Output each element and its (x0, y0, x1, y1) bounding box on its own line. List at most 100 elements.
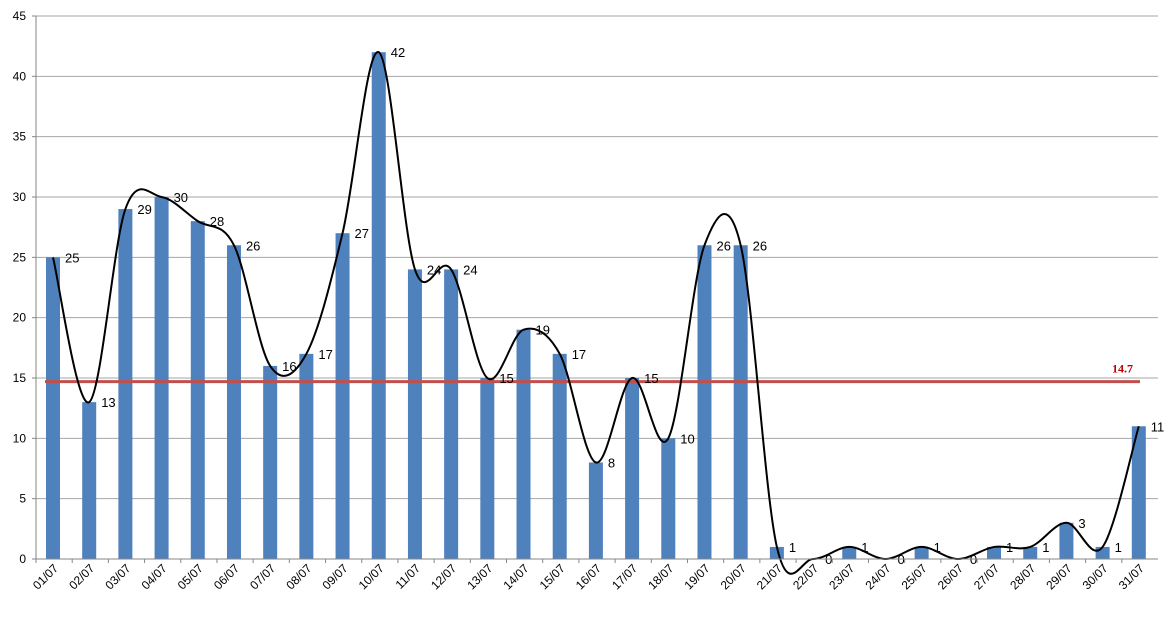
x-tick-label: 31/07 (1116, 561, 1147, 592)
bar (987, 546, 1002, 559)
bar (914, 546, 929, 559)
data-label: 29 (137, 202, 151, 217)
x-tick-label: 22/07 (790, 561, 821, 592)
y-tick-label: 35 (13, 130, 27, 144)
bar (480, 378, 495, 559)
x-tick-label: 09/07 (320, 561, 351, 592)
bar (842, 546, 857, 559)
data-label: 1 (1042, 540, 1049, 555)
x-tick-label: 13/07 (464, 561, 495, 592)
data-label: 1 (1006, 540, 1013, 555)
x-axis-ticks: 01/07 02/07 03/07 04/07 05/07 06/07 07/07 08/07… (30, 559, 1147, 592)
data-label: 1 (934, 540, 941, 555)
x-tick-label: 07/07 (247, 561, 278, 592)
data-label: 1 (861, 540, 868, 555)
data-label: 26 (753, 238, 767, 253)
x-tick-label: 20/07 (718, 561, 749, 592)
data-label: 17 (318, 347, 332, 362)
bar (226, 245, 241, 559)
y-tick-label: 40 (13, 69, 27, 83)
bar (444, 269, 459, 559)
gridlines (36, 15, 1158, 500)
y-tick-label: 45 (13, 9, 27, 23)
data-label: 30 (174, 190, 188, 205)
bar (299, 353, 314, 559)
y-tick-label: 30 (13, 190, 27, 204)
x-tick-label: 19/07 (681, 561, 712, 592)
x-tick-label: 11/07 (393, 561, 424, 592)
bar (82, 402, 97, 559)
bar (407, 269, 422, 559)
y-tick-label: 0 (19, 552, 26, 566)
x-tick-label: 18/07 (645, 561, 676, 592)
x-tick-label: 16/07 (573, 561, 604, 592)
x-tick-label: 06/07 (211, 561, 242, 592)
bar (263, 365, 278, 559)
y-tick-label: 15 (13, 371, 27, 385)
bar (154, 197, 169, 559)
data-label: 24 (427, 262, 441, 277)
data-label: 13 (101, 395, 115, 410)
bar (516, 329, 531, 559)
average-label: 14.7 (1112, 362, 1133, 376)
data-label: 1 (1115, 540, 1122, 555)
data-label: 28 (210, 214, 224, 229)
bar (1131, 426, 1146, 559)
data-label: 27 (355, 226, 369, 241)
bar (371, 52, 386, 559)
average-line-group: 14.7 (45, 362, 1140, 384)
data-label: 11 (1151, 419, 1165, 434)
bar (733, 245, 748, 559)
data-label: 24 (463, 262, 477, 277)
bar (1095, 546, 1110, 559)
x-tick-label: 03/07 (102, 561, 133, 592)
y-tick-label: 25 (13, 250, 27, 264)
data-label: 17 (572, 347, 586, 362)
x-tick-label: 17/07 (609, 561, 640, 592)
x-tick-label: 14/07 (501, 561, 532, 592)
x-tick-label: 29/07 (1043, 561, 1074, 592)
data-label: 1 (789, 540, 796, 555)
y-tick-label: 5 (19, 492, 26, 506)
data-label: 10 (680, 431, 694, 446)
x-tick-label: 01/07 (30, 561, 61, 592)
data-label: 42 (391, 45, 405, 60)
bar (661, 438, 676, 559)
bar (625, 378, 640, 559)
bar (552, 353, 567, 559)
y-tick-label: 10 (13, 431, 27, 445)
x-tick-label: 04/07 (139, 561, 170, 592)
bar (588, 462, 603, 559)
data-label: 8 (608, 455, 615, 470)
bar (769, 546, 784, 559)
x-tick-label: 26/07 (935, 561, 966, 592)
bar (46, 257, 60, 559)
data-label: 26 (246, 238, 260, 253)
x-tick-label: 30/07 (1080, 561, 1111, 592)
y-axis-ticks: 0 5 10 15 20 25 30 35 40 45 (13, 9, 36, 566)
x-tick-label: 05/07 (175, 561, 206, 592)
data-label: 26 (716, 238, 730, 253)
bar (118, 209, 133, 560)
smooth-trend-line (52, 51, 1140, 575)
x-tick-label: 02/07 (66, 561, 97, 592)
x-tick-label: 10/07 (356, 561, 387, 592)
bar (697, 245, 712, 559)
x-tick-label: 21/07 (754, 561, 785, 592)
bar (1059, 522, 1074, 559)
y-tick-label: 20 (13, 311, 27, 325)
x-tick-label: 12/07 (428, 561, 459, 592)
bar (335, 233, 350, 559)
bar (1023, 546, 1038, 559)
x-tick-label: 15/07 (537, 561, 568, 592)
bars (46, 52, 1146, 560)
x-tick-label: 08/07 (283, 561, 314, 592)
data-label: 15 (499, 371, 513, 386)
bar (190, 221, 205, 559)
x-tick-label: 28/07 (1007, 561, 1038, 592)
x-tick-label: 24/07 (862, 561, 893, 592)
data-label: 19 (536, 323, 550, 338)
data-label: 15 (644, 371, 658, 386)
